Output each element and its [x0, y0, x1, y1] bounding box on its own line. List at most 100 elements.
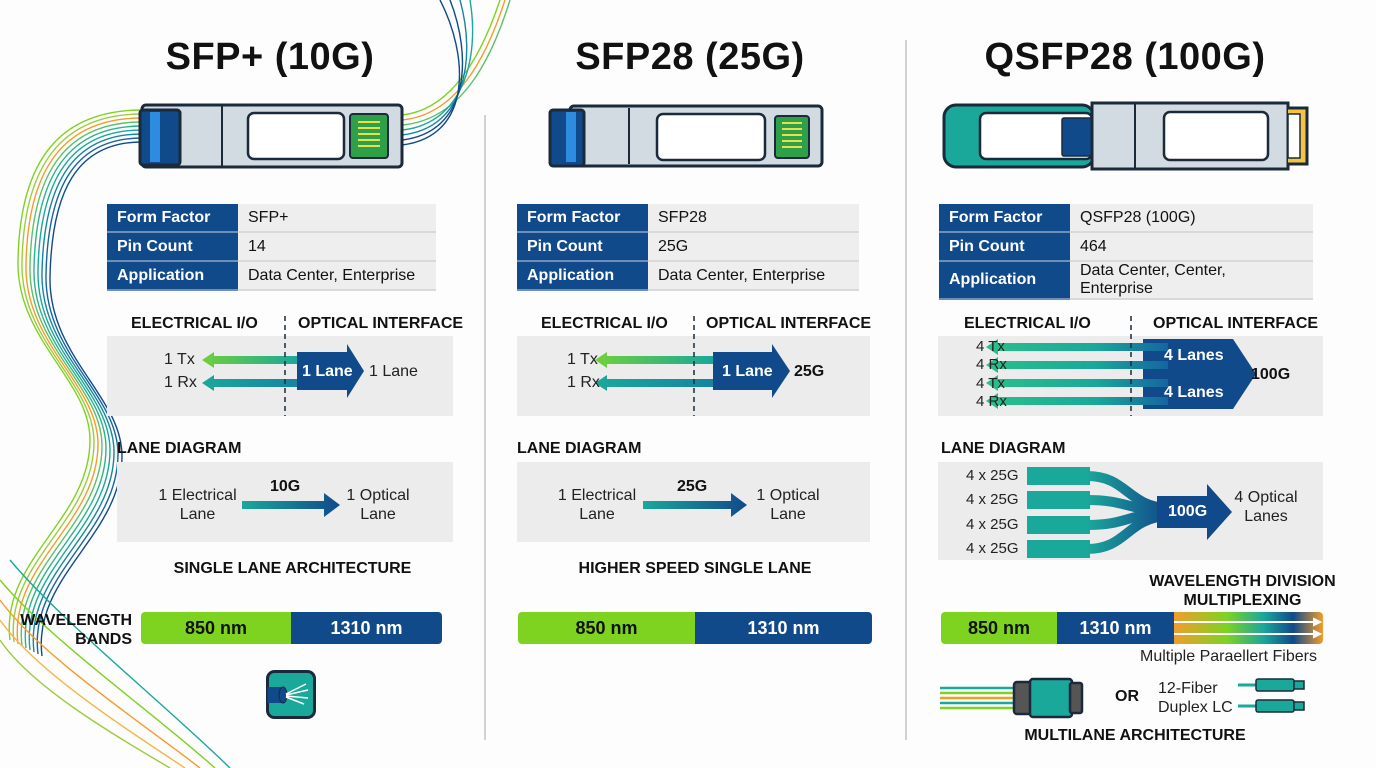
input-lane-label: 4 x 25G [966, 540, 1019, 557]
architecture-caption: SINGLE LANE ARCHITECTURE [173, 560, 412, 577]
lane-diagram-label: LANE DIAGRAM [517, 440, 642, 457]
line2: BANDS [75, 631, 132, 648]
line2: MULTIPLEXING [1183, 592, 1302, 609]
spec-value: SFP+ [238, 204, 436, 233]
optical-speed-label: 100G [1251, 366, 1291, 383]
spec-value: 464 [1070, 233, 1313, 262]
electrical-lane-label: 1 Electrical Lane [150, 486, 245, 524]
line2: Lane [770, 506, 806, 523]
input-lane-label: 4 x 25G [966, 467, 1019, 484]
line1: 1 Electrical [557, 487, 637, 504]
spec-row: Form Factor SFP28 [517, 204, 859, 233]
lane-merge-diagram [1027, 467, 1232, 558]
line2: Lane [579, 506, 615, 523]
sfp28-module-icon [548, 104, 824, 168]
electrical-io-label: ELECTRICAL I/O [964, 315, 1091, 332]
spec-row: Pin Count 25G [517, 233, 859, 262]
parallel-fibers-arrows-icon [1174, 617, 1323, 639]
lanes-label-top: 4 Lanes [1164, 347, 1224, 364]
spec-key: Pin Count [517, 233, 648, 262]
band-850nm: 850 nm [518, 612, 695, 644]
band-850nm: 850 nm [141, 612, 291, 644]
line1: 12-Fiber [1158, 680, 1218, 697]
line1: 4 Optical [1234, 489, 1298, 506]
lc-duplex-connector-icon [1238, 678, 1305, 713]
spec-row: Application Data Center, Enterprise [517, 262, 859, 291]
spec-table: Form Factor SFP28 Pin Count 25G Applicatio… [517, 204, 859, 291]
architecture-caption: MULTILANE ARCHITECTURE [1024, 727, 1246, 744]
optical-interface-label: OPTICAL INTERFACE [1153, 315, 1319, 332]
wavelength-band-bar: 850 nm 1310 nm [518, 612, 872, 644]
spec-row: Application Data Center, Enterprise [107, 262, 436, 291]
wavelength-band-bar: 850 nm 1310 nm [141, 612, 442, 644]
line1: 1 Optical [346, 487, 410, 504]
input-lane-label: 4 x 25G [966, 516, 1019, 533]
or-label: OR [1115, 688, 1139, 705]
rx-label: 1 Rx [164, 374, 197, 391]
optical-lane-label: 1 Optical Lane [748, 486, 828, 524]
architecture-caption: HIGHER SPEED SINGLE LANE [578, 560, 812, 577]
spec-value: SFP28 [648, 204, 859, 233]
spec-row: Pin Count 14 [107, 233, 436, 262]
wavelength-bands-label: WAVELENGTH BANDS [20, 611, 132, 649]
optical-interface-label: OPTICAL INTERFACE [298, 315, 464, 332]
spec-value: 25G [648, 233, 859, 262]
lanes-label-bottom: 4 Lanes [1164, 384, 1224, 401]
spec-value: Data Center, Enterprise [238, 262, 436, 291]
lane-speed-label: 10G [270, 478, 301, 495]
line2: Lane [360, 506, 396, 523]
column-divider-2 [905, 40, 907, 740]
spec-key: Pin Count [107, 233, 238, 262]
lane-label: 4 Tx [976, 375, 1005, 392]
band-1310nm: 1310 nm [695, 612, 872, 644]
optical-lanes-label: 4 Optical Lanes [1226, 488, 1306, 526]
line1: WAVELENGTH DIVISION [1149, 573, 1336, 590]
io-arrows [986, 316, 1256, 416]
column-title: QSFP28 (100G) [984, 36, 1266, 78]
tx-label: 1 Tx [164, 351, 195, 368]
io-arrows [595, 316, 790, 416]
lane-label: 4 Rx [976, 356, 1007, 373]
tx-label: 1 Tx [567, 351, 598, 368]
spec-key: Application [107, 262, 238, 291]
sfp-plus-module-icon [138, 103, 404, 169]
spec-row: Form Factor SFP+ [107, 204, 436, 233]
io-panel [517, 336, 870, 416]
optical-speed-label: 25G [794, 363, 825, 380]
spec-key: Pin Count [939, 233, 1070, 262]
lane-diagram-label: LANE DIAGRAM [941, 440, 1066, 457]
spec-key: Form Factor [939, 204, 1070, 233]
optical-lane-label: 1 Lane [369, 363, 418, 380]
io-arrows [202, 316, 364, 416]
spec-table: Form Factor QSFP28 (100G) Pin Count 464 Ap… [939, 204, 1313, 300]
lane-arrow [643, 493, 747, 517]
spec-key: Form Factor [107, 204, 238, 233]
io-panel [107, 336, 453, 416]
optical-lane-label: 1 Optical Lane [338, 486, 418, 524]
spec-value: Data Center, Center, Enterprise [1070, 262, 1313, 300]
column-divider-1 [484, 115, 486, 740]
column-title: SFP+ (10G) [165, 36, 375, 78]
column-title: SFP28 (25G) [575, 36, 805, 78]
lane-arrow-label: 1 Lane [722, 363, 773, 380]
line1: 1 Electrical [158, 487, 237, 504]
spec-key: Application [517, 262, 648, 291]
lane-diagram-label: LANE DIAGRAM [117, 440, 242, 457]
spec-value: 14 [238, 233, 436, 262]
lane-label: 4 Rx [976, 393, 1007, 410]
spec-row: Application Data Center, Center, Enterpri… [939, 262, 1313, 300]
spec-table: Form Factor SFP+ Pin Count 14 Application D… [107, 204, 436, 291]
mpo-connector-icon [940, 677, 1084, 719]
spec-row: Form Factor QSFP28 (100G) [939, 204, 1313, 233]
band-1310nm: 1310 nm [1057, 612, 1174, 644]
band-1310nm: 1310 nm [291, 612, 442, 644]
lane-speed-label: 25G [677, 478, 708, 495]
lane-arrow-label: 1 Lane [302, 363, 353, 380]
band-850nm: 850 nm [941, 612, 1057, 644]
wavelength-band-bar: 850 nm 1310 nm [941, 612, 1323, 644]
line1: WAVELENGTH [20, 612, 132, 629]
input-lane-label: 4 x 25G [966, 491, 1019, 508]
line2: Lane [179, 506, 216, 523]
electrical-lane-label: 1 Electrical Lane [552, 486, 642, 524]
